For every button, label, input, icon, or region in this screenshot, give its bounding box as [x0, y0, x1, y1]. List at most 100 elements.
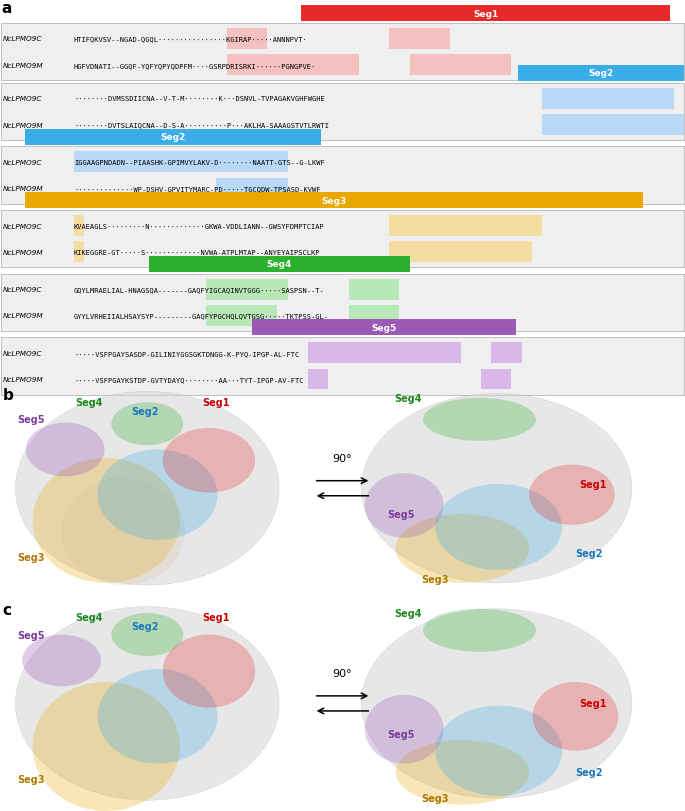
Text: Seg3: Seg3 — [321, 196, 346, 205]
Text: Seg1: Seg1 — [202, 612, 229, 623]
Ellipse shape — [529, 465, 615, 526]
Text: Seg4: Seg4 — [75, 397, 103, 408]
Bar — [227, 29, 267, 49]
Bar — [481, 369, 512, 390]
Text: Seg5: Seg5 — [387, 728, 414, 739]
Text: Seg5: Seg5 — [17, 630, 45, 640]
Text: Seg2: Seg2 — [132, 406, 159, 416]
Ellipse shape — [436, 484, 562, 570]
Text: Seg5: Seg5 — [372, 324, 397, 333]
Text: ········DVMSSDIICNA--V-T-M········K···DSNVL-TVPAGAKVGHFWGHE: ········DVMSSDIICNA--V-T-M········K···DS… — [74, 97, 325, 102]
Bar — [74, 216, 84, 237]
Bar — [74, 242, 84, 263]
Text: ··············WP-DSHV-GPVITYMARC-PD·····TGCQDW-TPSASD-KVWF: ··············WP-DSHV-GPVITYMARC-PD·····… — [74, 186, 321, 192]
Bar — [74, 152, 288, 173]
Bar — [410, 55, 512, 76]
Text: Seg3: Seg3 — [17, 774, 45, 783]
Text: ·····VSFPGAYSASDP-GILINIYGGSGKTDNGG-K-PYQ-IPGP-AL-FTC: ·····VSFPGAYSASDP-GILINIYGGSGKTDNGG-K-PY… — [74, 350, 299, 356]
Text: KVAEAGLS·········N·············GKWA-VDDLIANN--GWSYFDMPTCIAP: KVAEAGLS·········N·············GKWA-VDDL… — [74, 223, 325, 230]
Text: NcLPMO9M: NcLPMO9M — [3, 186, 43, 192]
Bar — [491, 343, 521, 363]
Text: c: c — [3, 603, 12, 617]
Ellipse shape — [111, 402, 184, 446]
Ellipse shape — [62, 478, 185, 586]
Ellipse shape — [162, 635, 255, 708]
Bar — [227, 55, 359, 76]
Text: Seg2: Seg2 — [132, 621, 159, 631]
Bar — [542, 115, 684, 136]
Text: NcLPMO9M: NcLPMO9M — [3, 250, 43, 255]
Text: GQYLMRAELIAL-HNAGSQA-------GAQFYIGCAQINVTGGG·····SASPSN--T-: GQYLMRAELIAL-HNAGSQA-------GAQFYIGCAQINV… — [74, 287, 325, 293]
Bar — [25, 129, 321, 145]
Text: NcLPMO9M: NcLPMO9M — [3, 313, 43, 319]
Text: NcLPMO9C: NcLPMO9C — [3, 287, 42, 293]
Ellipse shape — [423, 398, 536, 441]
Bar — [206, 279, 288, 300]
Text: NcLPMO9C: NcLPMO9C — [3, 223, 42, 230]
Ellipse shape — [362, 609, 632, 798]
Text: ········DVTSLAIQCNA--D-S-A··········P···AKLHA-SAAAGSTVTLRWTI: ········DVTSLAIQCNA--D-S-A··········P···… — [74, 122, 329, 128]
Text: 90°: 90° — [333, 668, 352, 679]
Bar — [1, 211, 684, 268]
Text: HGFVDNATI--GGQF-YQFYQPYQDPFM····GSRPDRISRKI······PGNGPVE·: HGFVDNATI--GGQF-YQFYQPYQDPFM····GSRPDRIS… — [74, 62, 316, 69]
Bar — [149, 256, 410, 272]
Bar — [308, 369, 328, 390]
Text: HTIFQKVSV--NGAD-QGQL················KGIRAP·····ANNNPVT·: HTIFQKVSV--NGAD-QGQL················KGIR… — [74, 36, 308, 42]
Bar — [1, 148, 684, 204]
Bar — [389, 216, 542, 237]
Text: Seg2: Seg2 — [575, 767, 603, 777]
Text: NcLPMO9C: NcLPMO9C — [3, 97, 42, 102]
Text: GYYLVRHEIIALHSAYSYP---------GAQFYPGCHQLQVTGSG·····TKTPSS-GL-: GYYLVRHEIIALHSAYSYP---------GAQFYPGCHQLQ… — [74, 313, 329, 319]
Ellipse shape — [111, 613, 184, 656]
Bar — [1, 24, 684, 81]
Text: NcLPMO9C: NcLPMO9C — [3, 36, 42, 42]
Text: Seg2: Seg2 — [160, 133, 185, 142]
Text: Seg1: Seg1 — [473, 10, 498, 19]
Ellipse shape — [162, 428, 255, 493]
Ellipse shape — [396, 740, 529, 805]
Text: Seg3: Seg3 — [421, 574, 449, 584]
Text: Seg3: Seg3 — [17, 552, 45, 562]
Ellipse shape — [15, 607, 279, 800]
Bar — [349, 306, 399, 327]
Ellipse shape — [32, 682, 179, 811]
Ellipse shape — [364, 474, 444, 538]
Text: Seg3: Seg3 — [421, 793, 449, 803]
Ellipse shape — [26, 423, 104, 477]
Text: Seg1: Seg1 — [202, 397, 229, 408]
Text: NcLPMO9C: NcLPMO9C — [3, 350, 42, 356]
Text: Seg1: Seg1 — [579, 479, 606, 489]
Ellipse shape — [533, 682, 618, 751]
Bar — [389, 29, 450, 49]
Text: Seg4: Seg4 — [394, 393, 421, 403]
Text: Seg4: Seg4 — [394, 608, 421, 618]
Ellipse shape — [32, 458, 179, 583]
Text: KIKEGGRE-GT·····S·············NVWA-ATPLMTAP--ANYEYAIPSCLKP: KIKEGGRE-GT·····S·············NVWA-ATPLM… — [74, 250, 321, 255]
Bar — [1, 338, 684, 395]
Bar — [25, 193, 643, 209]
Bar — [216, 178, 288, 200]
Text: a: a — [1, 1, 12, 15]
Text: Seg2: Seg2 — [575, 548, 603, 558]
Ellipse shape — [98, 450, 218, 540]
Text: NcLPMO9M: NcLPMO9M — [3, 376, 43, 383]
Ellipse shape — [436, 706, 562, 796]
Ellipse shape — [396, 514, 529, 583]
Ellipse shape — [22, 635, 101, 686]
Bar — [252, 320, 516, 336]
Text: NcLPMO9M: NcLPMO9M — [3, 122, 43, 128]
Ellipse shape — [15, 392, 279, 586]
Text: NcLPMO9C: NcLPMO9C — [3, 160, 42, 165]
Text: Seg5: Seg5 — [387, 509, 414, 519]
Text: IGGAAGPNDADN--PIAASHK-GPIMVYLAKV-D········NAATT-GTS--G-LKWF: IGGAAGPNDADN--PIAASHK-GPIMVYLAKV-D······… — [74, 160, 325, 165]
Ellipse shape — [362, 394, 632, 583]
Ellipse shape — [98, 669, 218, 764]
Bar — [1, 84, 684, 141]
Text: b: b — [3, 388, 14, 402]
Text: Seg5: Seg5 — [17, 415, 45, 425]
Ellipse shape — [423, 609, 536, 652]
Bar — [542, 88, 674, 109]
Text: Seg4: Seg4 — [266, 260, 292, 269]
Bar — [518, 66, 684, 82]
Text: Seg2: Seg2 — [588, 69, 614, 79]
